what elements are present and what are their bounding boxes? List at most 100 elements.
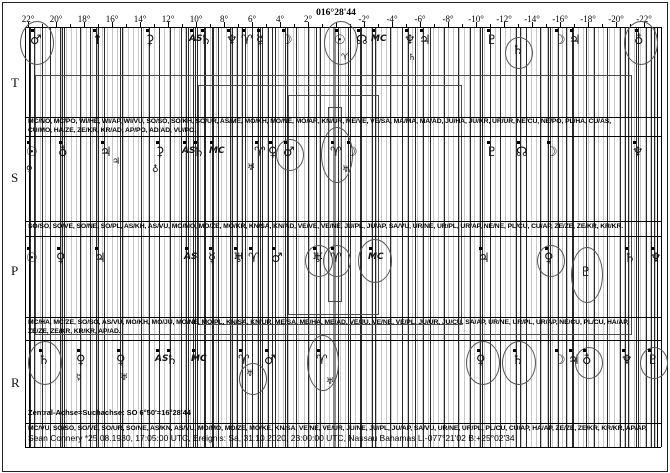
dial-stripe (293, 28, 294, 447)
dial-stripe (324, 28, 325, 447)
position-tick (192, 349, 195, 352)
plot-border (25, 27, 26, 447)
ruler-tick (182, 24, 183, 27)
ruler-tick (546, 24, 547, 27)
planet-position-line (408, 28, 409, 447)
moon-icon: ☽ (281, 33, 293, 48)
ruler-label: 10° (189, 14, 203, 24)
jupiter-icon: ♃ (94, 251, 106, 266)
dial-stripe (479, 28, 480, 447)
plot-border (29, 27, 30, 447)
planet-position-line (237, 28, 238, 447)
jupiter-icon: ♃ (100, 145, 112, 160)
dial-stripe (448, 28, 449, 447)
dial-stripe (567, 28, 568, 447)
planet-position-line (141, 28, 142, 447)
position-tick (420, 29, 423, 32)
dial-stripe (319, 28, 320, 447)
jupiter-icon: ♃ (419, 33, 431, 48)
dial-stripe (557, 28, 558, 447)
position-tick (625, 247, 628, 250)
moon-icon: ☽ (346, 145, 358, 160)
dial-stripe (267, 28, 268, 447)
dial-stripe (495, 28, 496, 447)
ruler-label: -6° (414, 14, 426, 24)
planet-position-line (348, 28, 349, 447)
position-tick (405, 29, 408, 32)
saturn-highlight-circle (505, 37, 533, 69)
venus-icon: ♀ (268, 145, 278, 160)
planet-position-line (360, 28, 361, 447)
plot-border (657, 27, 658, 447)
position-tick (249, 247, 252, 250)
central-axis-status: Zentral-Achse=Suchachse: SO 6°50'=16°28'… (28, 408, 191, 417)
position-tick (27, 141, 30, 144)
midpoint-list-search: MC/VU, SO/SO, SO/VE, SO/UR, SO/NE, AS/KN… (28, 425, 647, 432)
ascendant-icon: AS (182, 146, 196, 156)
venus-icon: ♀ (76, 353, 86, 368)
ascendant-icon: AS (189, 34, 203, 44)
ruler-tick (602, 24, 603, 27)
planet-position-line (625, 28, 626, 447)
jupiter-icon: ♃ (112, 157, 121, 167)
aries-point-highlight-circle (307, 335, 339, 391)
planet-position-line (480, 28, 481, 447)
uranus-icon: ♅ (247, 163, 256, 173)
mercury-icon: ☿ (76, 373, 82, 383)
dial-stripe (340, 28, 341, 447)
mc-icon: MC (191, 354, 207, 364)
pluto-highlight-circle (640, 347, 668, 379)
neptune-icon: ♆ (226, 33, 238, 48)
position-tick (284, 141, 287, 144)
planet-position-line (651, 28, 652, 447)
jupiter-icon: ♃ (568, 353, 580, 368)
position-tick (57, 247, 60, 250)
ruler-tick (98, 24, 99, 27)
position-tick (372, 29, 375, 32)
ruler-label: -20° (608, 14, 624, 24)
position-tick (272, 247, 275, 250)
saturn-icon: ♄ (166, 353, 178, 368)
admetos-highlight-circle (575, 347, 603, 379)
dial-stripe (107, 28, 108, 447)
planet-position-line (320, 28, 321, 447)
dial-stripe (117, 28, 118, 447)
planet-position-line (586, 28, 587, 447)
planet-position-line (415, 28, 416, 447)
mc-icon: MC (368, 252, 384, 262)
dial-stripe (102, 28, 103, 447)
dial-stripe (169, 28, 170, 447)
planet-position-line (120, 28, 121, 447)
planet-position-line (287, 28, 288, 447)
position-tick (194, 141, 197, 144)
position-tick (239, 349, 242, 352)
dial-stripe (355, 28, 356, 447)
dial-stripe (428, 28, 429, 447)
dial-stripe (629, 28, 630, 447)
dial-stripe (624, 28, 625, 447)
dial-stripe (123, 28, 124, 447)
position-tick (545, 247, 548, 250)
dial-stripe (138, 28, 139, 447)
dial-stripe (40, 28, 41, 447)
position-tick (101, 141, 104, 144)
uranus-highlight-circle (239, 363, 267, 395)
jupiter-icon: ♃ (478, 251, 490, 266)
planet-position-line (30, 28, 31, 447)
planet-position-line (260, 28, 261, 447)
venus-highlight-circle (466, 341, 500, 385)
planet-position-line (490, 28, 491, 447)
ruler-tick (588, 22, 589, 27)
grid-hline (25, 340, 661, 341)
ruler-tick (126, 24, 127, 27)
planet-position-line (500, 28, 501, 447)
position-tick (635, 29, 638, 32)
mars-icon: ♂ (271, 251, 283, 266)
position-tick (257, 29, 260, 32)
dial-stripe (474, 28, 475, 447)
sun-icon: ☉ (334, 33, 346, 48)
planet-position-line (50, 28, 51, 447)
position-tick (117, 349, 120, 352)
planet-position-line (482, 28, 483, 447)
